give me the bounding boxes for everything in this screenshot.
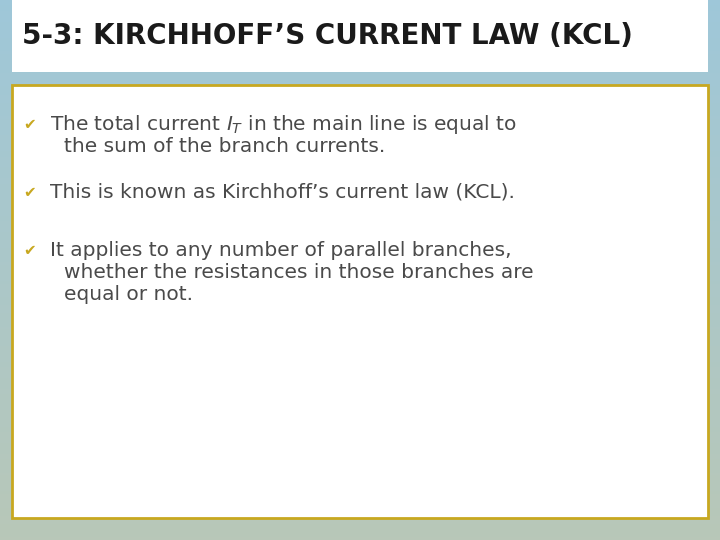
FancyBboxPatch shape bbox=[12, 0, 708, 72]
Text: equal or not.: equal or not. bbox=[64, 285, 193, 303]
Text: This is known as Kirchhoff’s current law (KCL).: This is known as Kirchhoff’s current law… bbox=[50, 183, 515, 201]
Text: 5-3: KIRCHHOFF’S CURRENT LAW (KCL): 5-3: KIRCHHOFF’S CURRENT LAW (KCL) bbox=[22, 22, 633, 50]
Text: It applies to any number of parallel branches,: It applies to any number of parallel bra… bbox=[50, 240, 512, 260]
Text: ✔: ✔ bbox=[24, 118, 36, 132]
FancyBboxPatch shape bbox=[12, 85, 708, 518]
Text: ✔: ✔ bbox=[24, 242, 36, 258]
Text: The total current $\mathit{I}_T$ in the main line is equal to: The total current $\mathit{I}_T$ in the … bbox=[50, 113, 517, 137]
Text: the sum of the branch currents.: the sum of the branch currents. bbox=[64, 138, 385, 157]
Text: whether the resistances in those branches are: whether the resistances in those branche… bbox=[64, 262, 534, 281]
Text: ✔: ✔ bbox=[24, 185, 36, 199]
